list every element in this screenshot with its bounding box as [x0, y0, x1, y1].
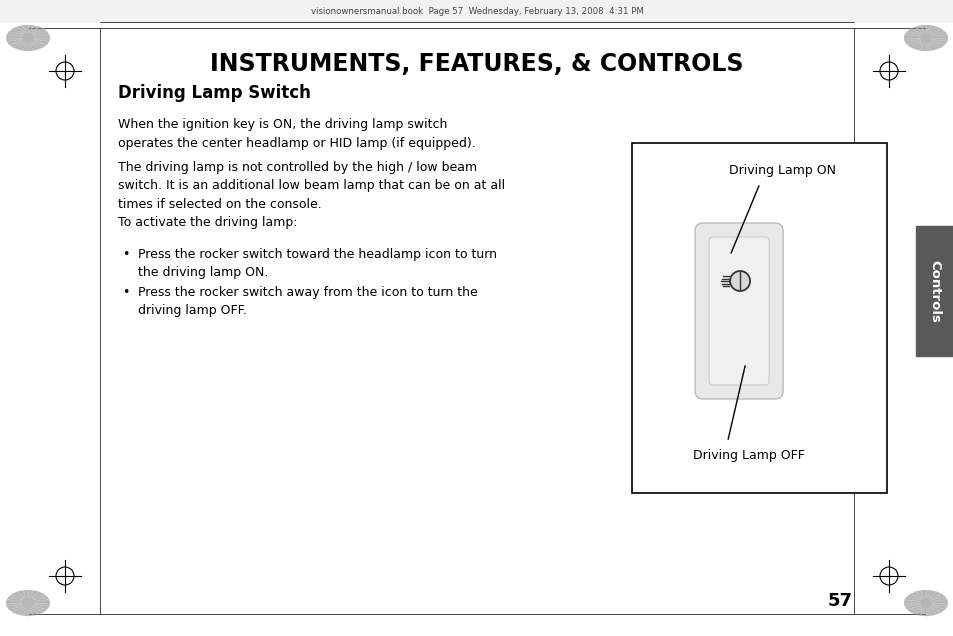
Ellipse shape — [6, 25, 50, 51]
Ellipse shape — [903, 590, 947, 616]
Text: •: • — [122, 248, 130, 261]
Text: Press the rocker switch away from the icon to turn the
driving lamp OFF.: Press the rocker switch away from the ic… — [138, 286, 477, 317]
Text: visionownersmanual.book  Page 57  Wednesday, February 13, 2008  4:31 PM: visionownersmanual.book Page 57 Wednesda… — [311, 6, 642, 15]
Ellipse shape — [903, 25, 947, 51]
FancyBboxPatch shape — [695, 223, 782, 399]
Text: Controls: Controls — [927, 259, 941, 322]
Text: Driving Lamp Switch: Driving Lamp Switch — [118, 84, 311, 102]
Bar — [915, 226, 953, 356]
Text: INSTRUMENTS, FEATURES, & CONTROLS: INSTRUMENTS, FEATURES, & CONTROLS — [210, 52, 743, 76]
Text: 57: 57 — [826, 592, 852, 610]
Text: The driving lamp is not controlled by the high / low beam
switch. It is an addit: The driving lamp is not controlled by th… — [118, 161, 504, 211]
FancyBboxPatch shape — [708, 237, 768, 385]
Text: When the ignition key is ON, the driving lamp switch
operates the center headlam: When the ignition key is ON, the driving… — [118, 118, 476, 149]
Bar — [631, 143, 886, 493]
Text: To activate the driving lamp:: To activate the driving lamp: — [118, 216, 297, 229]
Text: Driving Lamp ON: Driving Lamp ON — [728, 164, 835, 177]
Bar — [0, 0, 953, 22]
Text: Press the rocker switch toward the headlamp icon to turn
the driving lamp ON.: Press the rocker switch toward the headl… — [138, 248, 497, 279]
Text: Driving Lamp OFF: Driving Lamp OFF — [693, 449, 804, 462]
Circle shape — [730, 272, 749, 291]
Text: •: • — [122, 286, 130, 299]
Ellipse shape — [6, 590, 50, 616]
